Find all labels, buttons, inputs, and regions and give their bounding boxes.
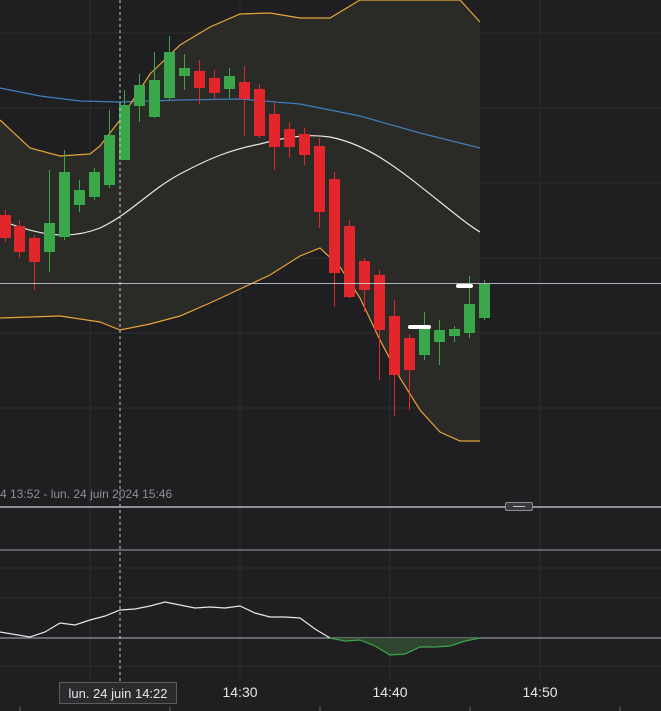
- pane-resize-handle-icon[interactable]: [505, 502, 533, 511]
- bearish-candle: [299, 134, 310, 155]
- bullish-candle: [149, 80, 160, 117]
- bearish-candle: [344, 226, 355, 297]
- time-tick-label: 14:30: [222, 684, 258, 700]
- bullish-candle: [89, 172, 100, 197]
- bearish-candle: [329, 179, 340, 273]
- bullish-candle: [134, 85, 145, 106]
- bearish-candle: [239, 82, 250, 99]
- bullish-candle: [44, 223, 55, 252]
- bearish-candle: [14, 226, 25, 252]
- bullish-candle: [104, 135, 115, 185]
- bullish-candle: [119, 105, 130, 160]
- bullish-candle: [449, 329, 460, 336]
- bearish-candle: [404, 338, 415, 370]
- bullish-candle: [179, 68, 190, 76]
- bollinger-middle-band: [0, 135, 481, 236]
- bearish-candle: [359, 261, 370, 290]
- bearish-candle: [254, 89, 265, 136]
- time-axis-ticks: [19, 706, 621, 711]
- time-tick-label: 14:40: [372, 684, 408, 700]
- oscillator-negative-line: [329, 637, 481, 656]
- bearish-candle: [269, 114, 280, 147]
- price-marker: [456, 284, 473, 288]
- bollinger-band-fill: [0, 0, 480, 441]
- bearish-candle: [29, 238, 40, 262]
- bullish-candle: [419, 328, 430, 355]
- bearish-candle: [0, 215, 11, 238]
- price-marker: [408, 325, 431, 329]
- oscillator-negative-fill: [330, 638, 480, 655]
- bearish-candle: [194, 71, 205, 88]
- bullish-candle: [464, 304, 475, 333]
- oscillator-line: [0, 601, 331, 639]
- bullish-candle: [59, 172, 70, 237]
- bearish-candle: [389, 316, 400, 375]
- time-tick-label: 14:50: [522, 684, 558, 700]
- bullish-candle: [479, 284, 490, 318]
- candlestick-series: [0, 36, 490, 416]
- bearish-candle: [374, 275, 385, 330]
- bollinger-upper-band: [0, 0, 481, 157]
- bullish-candle: [164, 52, 175, 98]
- visible-range-label: 4 13:52 - lun. 24 juin 2024 15:46: [0, 487, 173, 501]
- bullish-candle: [224, 76, 235, 89]
- bearish-candle: [209, 78, 220, 93]
- bearish-candle: [314, 146, 325, 212]
- bollinger-lower-band: [0, 247, 480, 442]
- crosshair-time-label: lun. 24 juin 14:22: [59, 682, 177, 704]
- moving-average-line: [0, 87, 481, 149]
- bullish-candle: [74, 190, 85, 205]
- bullish-candle: [434, 330, 445, 342]
- bearish-candle: [284, 129, 295, 147]
